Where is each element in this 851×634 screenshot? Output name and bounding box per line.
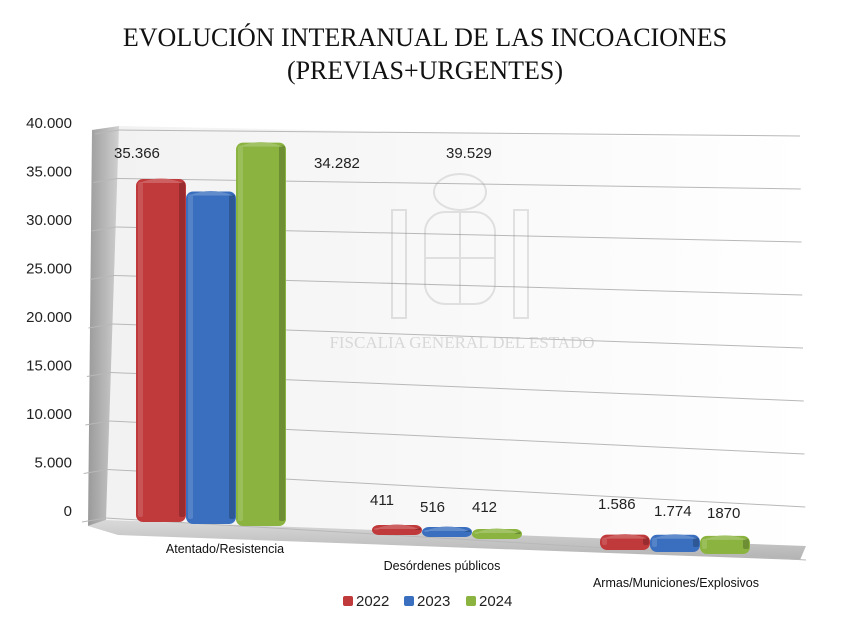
gridline-wall	[85, 420, 110, 426]
gridline-wall	[86, 372, 111, 377]
bar	[700, 535, 750, 554]
bar-2023-2	[650, 534, 700, 552]
x-axis: Atentado/Resistencia Desórdenes públicos A…	[166, 542, 759, 590]
y-tick-label: 30.000	[26, 212, 72, 229]
bar-highlight	[188, 194, 193, 519]
legend-item: 2024	[466, 593, 512, 610]
bar-cap	[239, 142, 283, 147]
legend-swatch	[466, 596, 476, 606]
legend: 2022 2023 2024	[343, 593, 512, 610]
data-label: 1.586	[598, 496, 636, 513]
chart-subtitle: (PREVIAS+URGENTES)	[287, 56, 563, 85]
data-label: 34.282	[314, 155, 360, 172]
legend-swatch	[343, 596, 353, 606]
bar-cap	[653, 534, 697, 539]
gridline-wall	[93, 178, 118, 183]
category-label: Atentado/Resistencia	[166, 542, 284, 556]
legend-item: 2022	[343, 593, 389, 610]
legend-label: 2022	[356, 593, 389, 610]
bar-2022-1	[372, 524, 422, 535]
bar-highlight	[602, 537, 607, 545]
bar-shadow	[643, 537, 649, 545]
gridline-wall	[94, 129, 120, 135]
data-label: 516	[420, 499, 445, 516]
gridline	[117, 178, 801, 190]
gridline	[118, 129, 801, 137]
data-labels: 35.366 411 1.586 34.282 516 1.774 39.529 412 187…	[114, 145, 740, 522]
y-tick-label: 35.000	[26, 164, 72, 181]
bar	[136, 178, 186, 522]
bar-2022-0	[136, 178, 186, 522]
bar-cap	[375, 524, 419, 529]
bar	[236, 142, 286, 526]
legend-swatch	[404, 596, 414, 606]
watermark-text: FISCALIA GENERAL DEL ESTADO	[329, 333, 594, 352]
gridline-wall	[88, 323, 113, 329]
bar-2024-2	[700, 535, 750, 554]
bar-shadow	[229, 194, 235, 519]
legend-label: 2024	[479, 593, 512, 610]
bar-cap	[475, 528, 519, 533]
legend-item: 2023	[404, 593, 450, 610]
bar-shadow	[743, 538, 749, 549]
data-label: 35.366	[114, 145, 160, 162]
gridline	[105, 517, 807, 561]
y-tick-label: 5.000	[34, 455, 72, 472]
gridline-wall	[83, 469, 108, 474]
bar-2024-1	[472, 528, 522, 539]
bar	[650, 534, 700, 552]
y-tick-label: 10.000	[26, 406, 72, 423]
bar-shadow	[279, 145, 285, 521]
y-axis: 0 5.000 10.000 15.000 20.000 25.000 30.000 35.0…	[26, 115, 72, 520]
category-label: Desórdenes públicos	[384, 559, 501, 573]
bar-highlight	[652, 537, 657, 547]
bar-2024-0	[236, 142, 286, 526]
data-label: 1.774	[654, 503, 692, 520]
y-tick-label: 0	[64, 503, 72, 520]
legend-label: 2023	[417, 593, 450, 610]
gridline-wall	[91, 226, 116, 232]
bar-shadow	[179, 181, 185, 517]
watermark: FISCALIA GENERAL DEL ESTADO	[329, 173, 595, 352]
bar-2023-1	[422, 526, 472, 537]
gridline-wall	[81, 517, 107, 523]
bar-highlight	[238, 145, 243, 521]
y-tick-label: 20.000	[26, 309, 72, 326]
bar-shadow	[693, 537, 699, 547]
y-tick-label: 15.000	[26, 358, 72, 375]
bar-cap	[425, 526, 469, 531]
bar-2023-0	[186, 190, 236, 524]
bar	[186, 191, 236, 524]
data-label: 411	[370, 492, 394, 509]
bar-cap	[189, 190, 233, 196]
y-tick-label: 40.000	[26, 115, 72, 132]
emblem-watermark	[391, 173, 529, 319]
data-label: 412	[472, 499, 497, 516]
data-label: 1870	[707, 505, 740, 522]
bar-cap	[603, 534, 647, 539]
data-label: 39.529	[446, 145, 492, 162]
y-tick-label: 25.000	[26, 261, 72, 278]
bar-highlight	[138, 181, 143, 517]
gridline-wall	[90, 275, 115, 280]
category-label: Armas/Municiones/Explosivos	[593, 576, 759, 590]
bar-2022-2	[600, 534, 650, 550]
bar-highlight	[702, 538, 707, 549]
chart-title: EVOLUCIÓN INTERANUAL DE LAS INCOACIONES	[123, 23, 727, 52]
bar-cap	[703, 535, 747, 540]
bar-cap	[139, 178, 183, 183]
bars	[136, 142, 750, 554]
